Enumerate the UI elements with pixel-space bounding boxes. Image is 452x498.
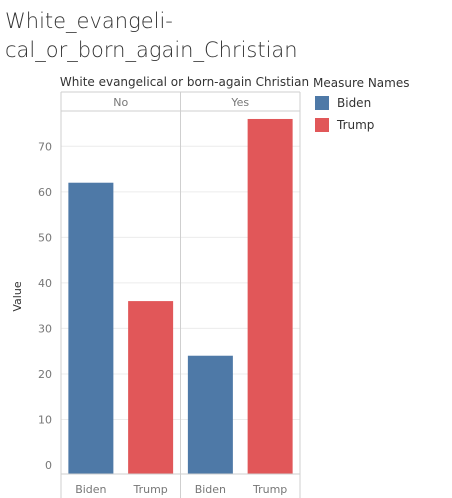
y-tick-label: 0 bbox=[45, 459, 52, 472]
panel-label-no: No bbox=[113, 96, 128, 109]
y-tick-label: 30 bbox=[38, 322, 52, 335]
x-tick-label: Biden bbox=[75, 483, 106, 496]
x-tick-label: Trump bbox=[132, 483, 167, 496]
y-tick-label: 20 bbox=[38, 368, 52, 381]
legend-title: Measure Names bbox=[313, 76, 410, 90]
page-title-line-2: cal_or_born_again_Christian bbox=[5, 38, 298, 62]
bar-yes-biden bbox=[187, 355, 233, 474]
chart-title: White evangelical or born-again Christia… bbox=[60, 75, 309, 89]
y-tick-label: 40 bbox=[38, 277, 52, 290]
y-tick-label: 10 bbox=[38, 413, 52, 426]
bar-no-trump bbox=[128, 301, 174, 474]
legend-swatch-trump bbox=[315, 118, 329, 132]
y-tick-label: 60 bbox=[38, 186, 52, 199]
legend-label-biden: Biden bbox=[337, 96, 372, 110]
legend-swatch-biden bbox=[315, 96, 329, 110]
y-tick-label: 70 bbox=[38, 140, 52, 153]
page-title: White_evangeli- cal_or_born_again_Christ… bbox=[5, 7, 305, 65]
legend-item-trump[interactable]: Trump bbox=[313, 115, 443, 135]
x-tick-label: Trump bbox=[252, 483, 287, 496]
bar-yes-trump bbox=[247, 118, 293, 475]
bar-no-biden bbox=[68, 182, 114, 475]
x-tick-label: Biden bbox=[195, 483, 226, 496]
legend-item-biden[interactable]: Biden bbox=[313, 93, 443, 113]
legend-label-trump: Trump bbox=[337, 118, 375, 132]
y-tick-label: 50 bbox=[38, 231, 52, 244]
panel-label-yes: Yes bbox=[230, 96, 249, 109]
legend: Measure Names Biden Trump bbox=[313, 75, 443, 135]
y-axis-title: Value bbox=[11, 281, 24, 311]
page-title-line-1: White_evangeli- bbox=[5, 9, 173, 33]
